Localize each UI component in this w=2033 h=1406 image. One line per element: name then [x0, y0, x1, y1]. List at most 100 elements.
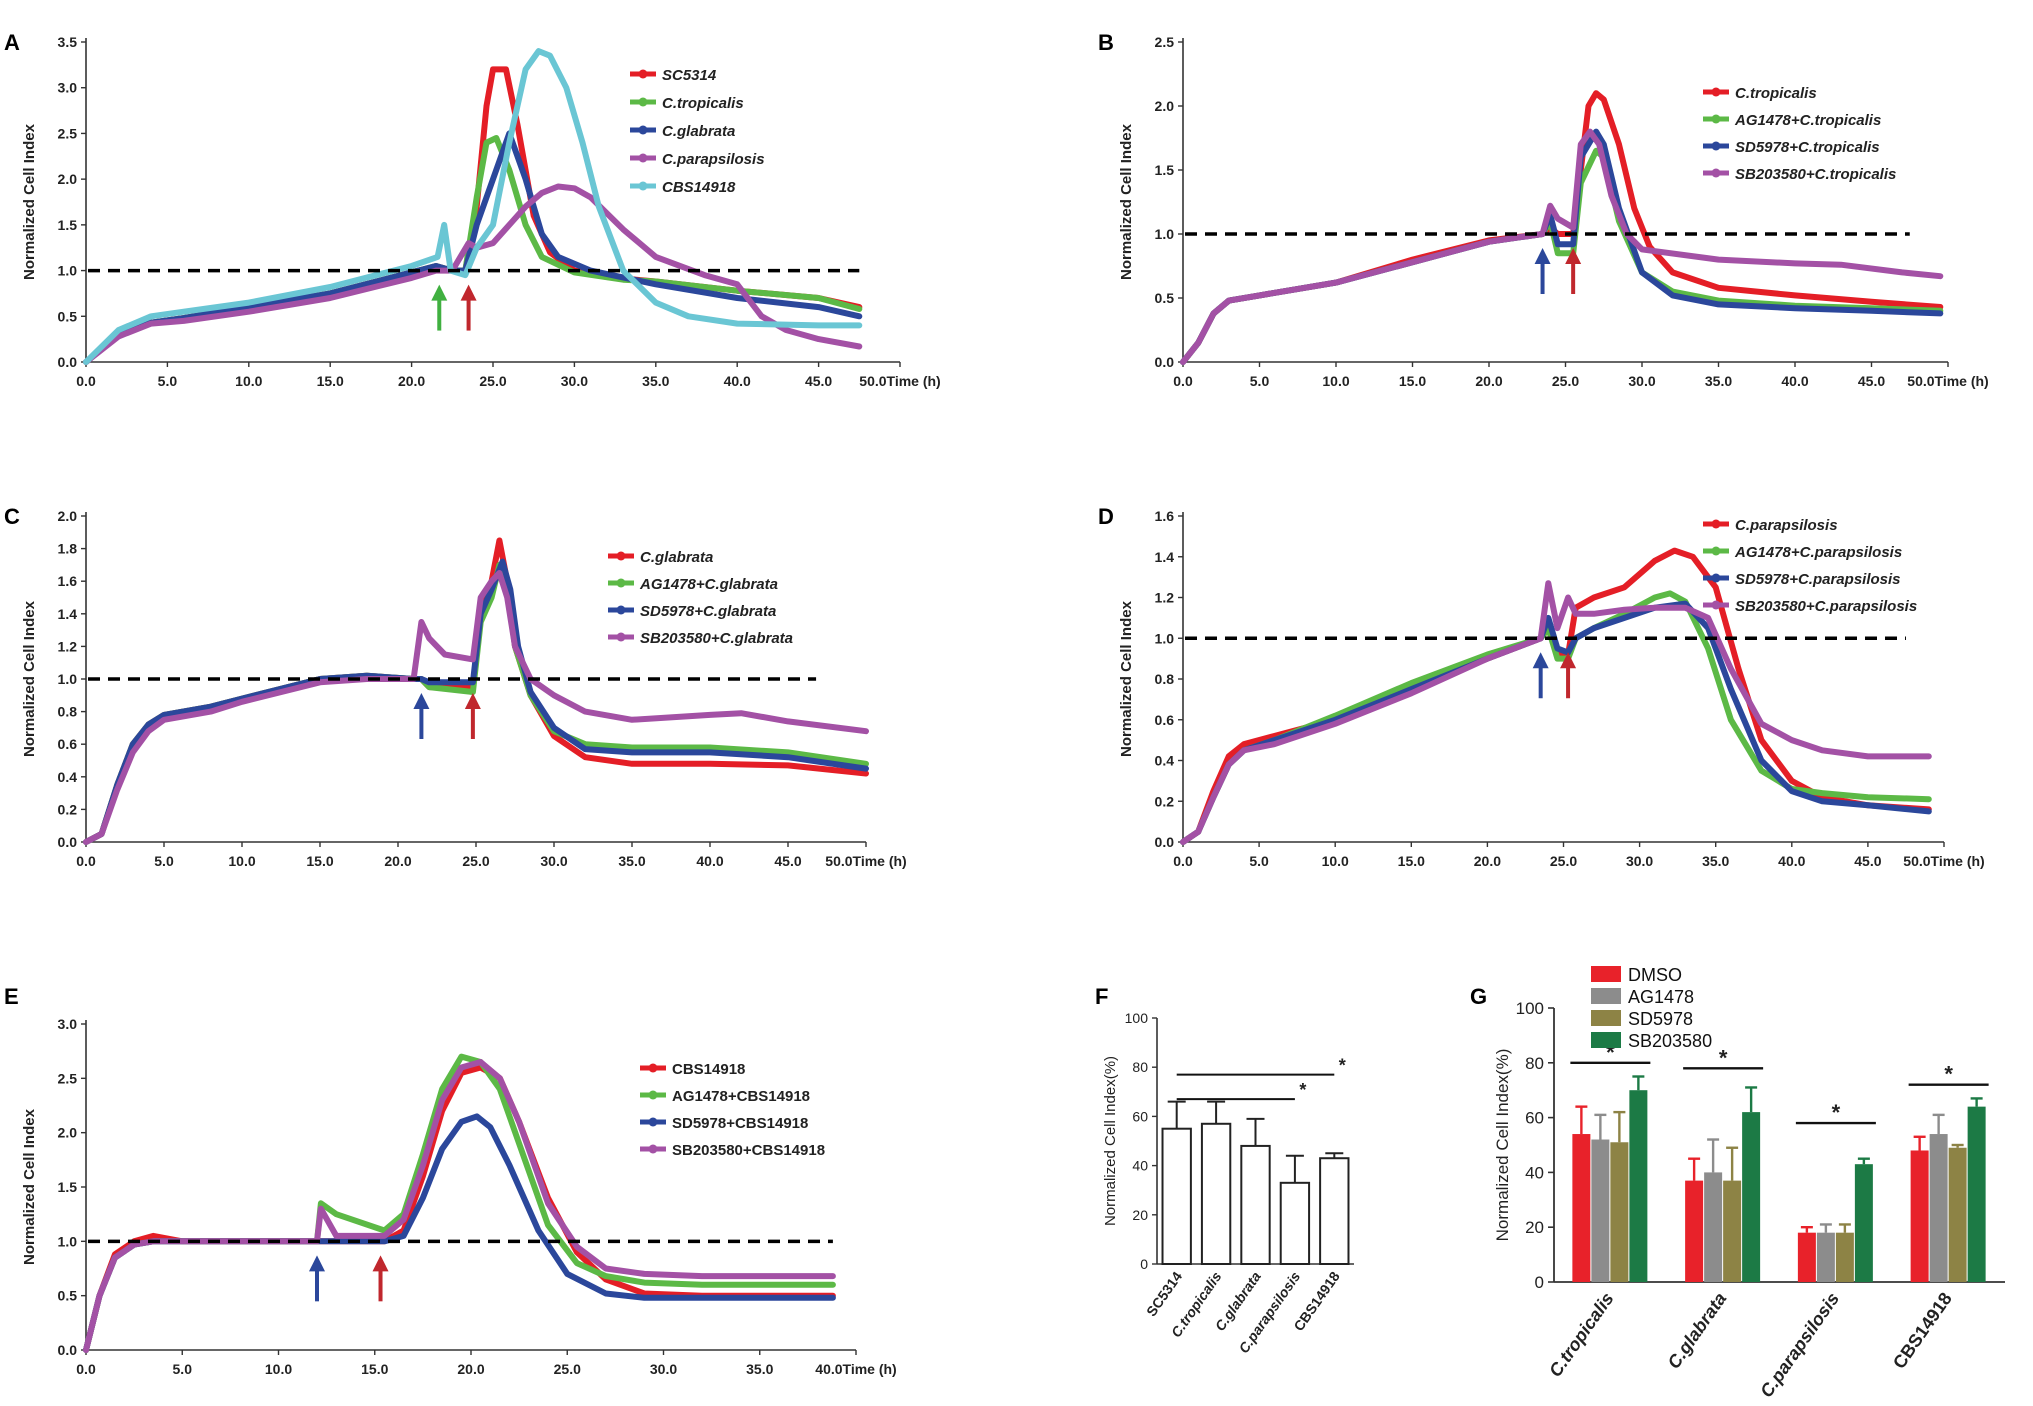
- x-tick-label: 0.0: [1173, 853, 1193, 869]
- legend-marker: [1711, 168, 1721, 178]
- legend-label: SB203580+C.glabrata: [640, 630, 793, 647]
- y-tick-label: 3.5: [58, 34, 78, 50]
- y-tick-label: 0: [1535, 1273, 1544, 1292]
- series-line: [1180, 90, 1944, 365]
- x-tick-label: 30.0: [1626, 853, 1653, 869]
- x-tick-label: 5.0: [154, 853, 174, 869]
- y-tick-label: 0.0: [1155, 354, 1175, 370]
- x-tick-label: 20.0: [398, 373, 425, 389]
- x-tick-label: 5.0: [158, 373, 178, 389]
- x-tick-label: 0.0: [76, 1361, 96, 1377]
- bar: [1319, 1157, 1350, 1265]
- legend-swatch: [1591, 988, 1621, 1004]
- panel-c: C 0.0 0.2 0.4 0.6 0.8 1.0 1.2 1.4 1.6 1.8 2.0 0.0 5.0…: [4, 504, 907, 869]
- marker-arrow-icon: [431, 284, 448, 301]
- y-tick-label: 60: [1525, 1109, 1544, 1128]
- x-tick-label: 20.0: [457, 1361, 484, 1377]
- x-tick-label: 20.0: [1475, 373, 1502, 389]
- x-tick-label: 10.0: [1322, 373, 1349, 389]
- legend-label: CBS14918: [672, 1061, 745, 1078]
- marker-arrow-icon: [460, 284, 477, 301]
- y-tick-label: 80: [1525, 1054, 1544, 1073]
- bar: [1910, 1150, 1929, 1282]
- x-tick-label: 35.0: [1702, 853, 1729, 869]
- legend-label: AG1478+C.parapsilosis: [1734, 544, 1902, 561]
- x-tick-label: 25.0: [1550, 853, 1577, 869]
- y-tick-label: 0.5: [58, 1288, 78, 1304]
- bar: [1685, 1180, 1704, 1282]
- marker-arrow-icon: [372, 1255, 389, 1272]
- x-tick-label: C.glabrata: [1664, 1289, 1731, 1373]
- legend-label: SB203580+C.parapsilosis: [1735, 598, 1917, 615]
- panel-a: A 0.0 0.5 1.0 1.5 2.0 2.5 3.0 3.5 0.0 5.0 10.0 15.0 2…: [4, 30, 941, 389]
- legend-label: SD5978+C.glabrata: [640, 603, 776, 620]
- legend-swatch: [1591, 966, 1621, 982]
- marker-arrow-icon: [309, 1255, 325, 1272]
- bar: [1742, 1112, 1761, 1282]
- x-tick-label: 35.0: [1705, 373, 1732, 389]
- panel-b: B 0.0 0.5 1.0 1.5 2.0 2.5 0.0 5.0 10.0 15.0 20.0 25.…: [1098, 30, 1989, 389]
- y-tick-label: 60: [1132, 1108, 1148, 1124]
- legend-label: C.glabrata: [662, 123, 735, 140]
- legend-marker: [616, 551, 626, 561]
- series-line: [1180, 128, 1944, 365]
- legend-marker: [638, 125, 648, 135]
- y-tick-label: 0.8: [58, 704, 78, 720]
- y-tick-label: 1.4: [58, 606, 78, 622]
- x-tick-label: 15.0: [361, 1361, 388, 1377]
- legend-marker: [638, 181, 648, 191]
- y-tick-label: 0.8: [1155, 671, 1175, 687]
- y-tick-label: 2.0: [58, 1125, 78, 1141]
- y-tick-label: 40: [1525, 1163, 1544, 1182]
- y-tick-label: 3.0: [58, 1016, 78, 1032]
- bar: [1704, 1172, 1723, 1282]
- y-tick-label: 0.0: [58, 1342, 78, 1358]
- legend-marker: [638, 97, 648, 107]
- legend-label: C.tropicalis: [1735, 85, 1817, 102]
- x-tick-label: 40.0: [696, 853, 723, 869]
- x-tick-label: 0.0: [76, 373, 96, 389]
- panel-letter: E: [4, 984, 19, 1009]
- y-tick-label: 1.5: [1155, 162, 1175, 178]
- legend-label: C.tropicalis: [662, 95, 744, 112]
- legend-label: AG1478+CBS14918: [672, 1088, 810, 1105]
- y-axis-label: Normalized Cell Index: [21, 123, 38, 280]
- x-tick-label: 40.0: [1781, 373, 1808, 389]
- y-tick-label: 1.8: [58, 541, 78, 557]
- x-tick-label: 15.0: [1398, 853, 1425, 869]
- legend-marker: [638, 153, 648, 163]
- bar: [1723, 1180, 1742, 1282]
- x-tick-label: 45.0: [1854, 853, 1881, 869]
- legend-label: CBS14918: [662, 179, 736, 196]
- significance-star: *: [1719, 1045, 1728, 1070]
- x-tick-label: 50.0Time (h): [1907, 373, 1988, 389]
- x-tick-label: 30.0: [1628, 373, 1655, 389]
- y-tick-label: 100: [1516, 999, 1544, 1018]
- x-tick-label: 15.0: [1399, 373, 1426, 389]
- y-tick-label: 0.5: [58, 308, 78, 324]
- legend-marker: [1711, 573, 1721, 583]
- legend-label: DMSO: [1628, 965, 1682, 985]
- x-tick-label: 25.0: [479, 373, 506, 389]
- y-tick-label: 1.0: [58, 1233, 78, 1249]
- panel-letter: A: [4, 30, 20, 55]
- legend-label: SB203580+CBS14918: [672, 1142, 825, 1159]
- x-tick-label: 20.0: [1474, 853, 1501, 869]
- x-tick-label: CBS14918: [1889, 1289, 1956, 1373]
- x-tick-label: 35.0: [642, 373, 669, 389]
- x-tick-label: C.tropicalis: [1545, 1289, 1618, 1381]
- y-axis-label: Normalized Cell Index(%): [1102, 1056, 1119, 1226]
- x-tick-label: 40.0: [724, 373, 751, 389]
- x-tick-label: 10.0: [1322, 853, 1349, 869]
- x-tick-label: 25.0: [554, 1361, 581, 1377]
- bar: [1591, 1139, 1610, 1282]
- x-tick-label: 45.0: [1858, 373, 1885, 389]
- x-tick-label: SC5314: [1143, 1268, 1185, 1319]
- significance-star: *: [1339, 1056, 1346, 1076]
- y-tick-label: 1.4: [1155, 549, 1175, 565]
- x-tick-label: 5.0: [1249, 853, 1269, 869]
- y-axis-label: Normalized Cell Index: [1118, 600, 1135, 757]
- y-tick-label: 1.5: [58, 1179, 78, 1195]
- y-tick-label: 1.0: [58, 263, 78, 279]
